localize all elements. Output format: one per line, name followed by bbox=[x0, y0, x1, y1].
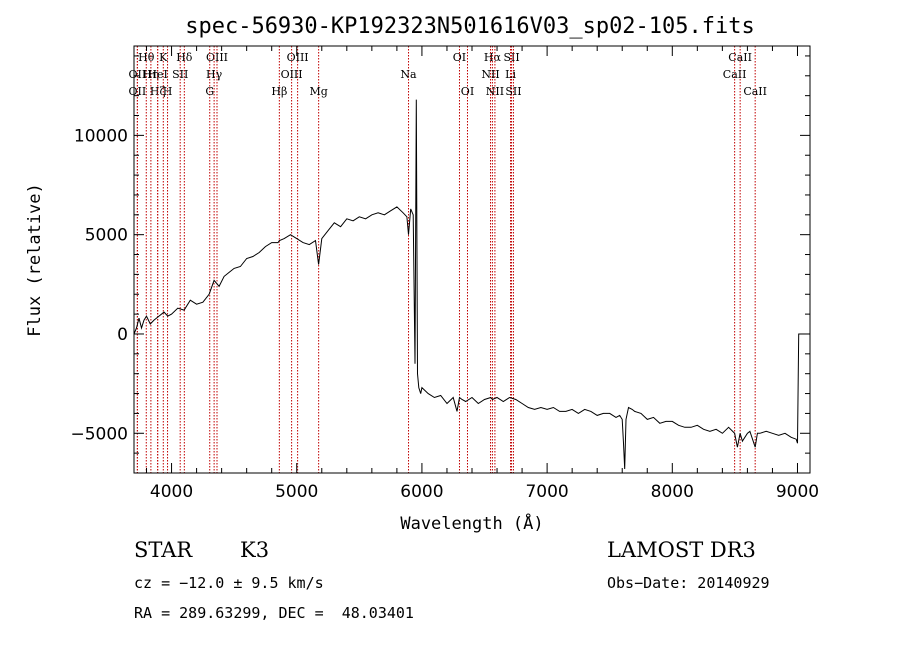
y-tick-label: 5000 bbox=[85, 226, 128, 246]
object-subclass: K3 bbox=[240, 538, 270, 562]
spectral-line-label: K bbox=[159, 51, 168, 64]
x-tick-label: 4000 bbox=[150, 482, 193, 502]
spectral-line-label: Hβ bbox=[271, 85, 287, 98]
spectral-line-label: H bbox=[163, 85, 173, 98]
object-class: STAR bbox=[134, 538, 193, 562]
spectral-line-label: G bbox=[205, 85, 214, 98]
spectral-line-label: Hα bbox=[484, 51, 502, 64]
spectrum-line bbox=[133, 99, 810, 470]
plot-frame bbox=[133, 45, 811, 474]
spectral-line-label: OII bbox=[129, 85, 147, 98]
spectral-line-label: Hδ bbox=[176, 51, 193, 64]
obs-date: Obs−Date: 20140929 bbox=[607, 574, 770, 592]
spectral-line-label: Li bbox=[505, 68, 516, 81]
x-tick-label: 5000 bbox=[275, 482, 318, 502]
spectral-line-label: SII bbox=[172, 68, 188, 81]
spectral-line-label: HeI bbox=[147, 68, 167, 81]
chart-title: spec-56930-KP192323N501616V03_sp02-105.f… bbox=[185, 14, 755, 39]
spectral-line-label: OI bbox=[461, 85, 474, 98]
spectral-line-label: SII bbox=[505, 85, 521, 98]
x-tick-label: 7000 bbox=[525, 482, 568, 502]
axis-ticks: 4000 5000 6000 7000 8000 9000 −5000 0 5000 10000 bbox=[70, 46, 819, 502]
x-tick-label: 8000 bbox=[651, 482, 694, 502]
spectral-line-label: Hη bbox=[143, 68, 159, 81]
spectral-line-label: OIII bbox=[206, 51, 228, 64]
spectral-line-label: OIII bbox=[281, 68, 303, 81]
x-tick-label: 6000 bbox=[400, 482, 443, 502]
y-axis-label: Flux (relative) bbox=[25, 183, 45, 337]
spectral-line-label: Na bbox=[400, 68, 417, 81]
spectral-line-label: CaII bbox=[728, 51, 752, 64]
x-axis-label: Wavelength (Å) bbox=[400, 512, 543, 534]
spectral-line-label: NII bbox=[486, 85, 504, 98]
spectral-line-label: SII bbox=[503, 51, 519, 64]
x-tick-label: 9000 bbox=[776, 482, 819, 502]
spectral-line-label: NII bbox=[481, 68, 499, 81]
spectral-line-label: Mg bbox=[309, 85, 327, 98]
y-tick-label: 0 bbox=[117, 325, 128, 345]
y-tick-label: −5000 bbox=[70, 424, 128, 444]
survey-name: LAMOST DR3 bbox=[607, 538, 756, 562]
spectral-line-label: Hθ bbox=[138, 51, 155, 64]
redshift-line: cz = −12.0 ± 9.5 km/s bbox=[134, 574, 324, 592]
spectral-line-label: CaII bbox=[723, 68, 747, 81]
coordinates: RA = 289.63299, DEC = 48.03401 bbox=[134, 604, 414, 622]
spectral-line-label: Hγ bbox=[206, 68, 223, 81]
spectral-line-label: OI bbox=[453, 51, 466, 64]
y-tick-label: 10000 bbox=[74, 126, 128, 146]
spectral-line-label: OIII bbox=[287, 51, 309, 64]
spectral-line-label: CaII bbox=[743, 85, 767, 98]
